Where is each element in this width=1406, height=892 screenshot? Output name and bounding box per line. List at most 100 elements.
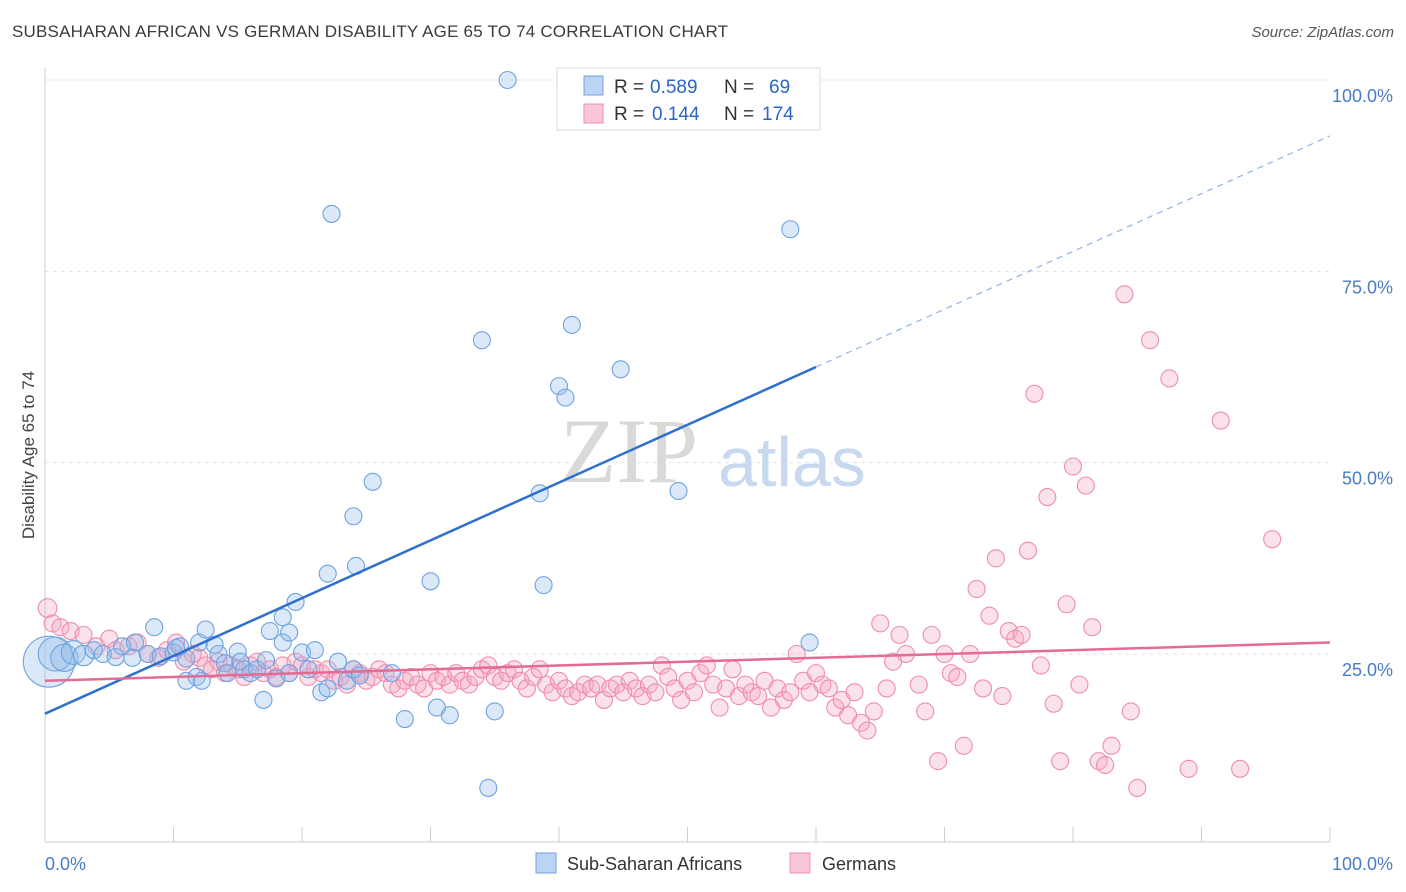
germans-points: [37, 285, 1282, 797]
subsaharan-point: [72, 644, 95, 667]
subsaharan-point: [344, 507, 363, 526]
y-tick-label: 25.0%: [1342, 660, 1393, 680]
german-point: [1141, 331, 1160, 350]
legend-blue-n-label: N =: [724, 77, 754, 98]
subsaharan-point: [781, 220, 800, 239]
german-point: [1076, 476, 1095, 495]
subsaharan-point: [562, 315, 581, 334]
german-point: [389, 679, 408, 698]
german-point: [691, 664, 710, 683]
german-point: [1031, 656, 1050, 675]
y-axis-label: Disability Age 65 to 74: [19, 371, 38, 539]
legend-blue-r-label: R =: [614, 77, 644, 98]
german-point: [479, 656, 498, 675]
subsaharan-point: [328, 652, 348, 671]
subsaharan-point: [395, 710, 414, 729]
german-point: [710, 698, 729, 717]
subsaharan-point: [322, 204, 341, 223]
subsaharan-point: [485, 702, 504, 721]
german-point: [993, 687, 1012, 706]
german-point: [1012, 625, 1031, 644]
german-point: [376, 664, 395, 683]
german-point: [337, 675, 357, 694]
german-point: [1128, 778, 1147, 797]
subsaharan-point: [318, 564, 337, 583]
german-point: [871, 614, 890, 633]
bottom-legend-pink-swatch: [789, 852, 811, 874]
subsaharan-point: [305, 641, 324, 660]
german-point: [517, 679, 536, 698]
subsaharan-point: [669, 481, 688, 501]
german-point: [1263, 530, 1282, 549]
watermark-atlas: atlas: [718, 423, 866, 501]
subsaharan-point: [363, 472, 382, 491]
legend-pink-n-value: 174: [762, 104, 794, 125]
tick-labels: 25.0% 50.0% 75.0% 100.0% 0.0% 100.0%: [45, 86, 1393, 874]
subsaharan-point: [256, 651, 276, 670]
bottom-legend-pink-label: Germans: [822, 854, 896, 874]
subsaharan-point: [196, 620, 215, 639]
german-point: [986, 549, 1005, 568]
subsaharan-point: [254, 690, 273, 709]
german-point: [74, 625, 93, 644]
subsaharan-point: [382, 664, 402, 683]
german-point: [723, 660, 742, 679]
german-point: [646, 683, 665, 702]
bottom-legend-blue-swatch: [535, 852, 557, 874]
source-label: Source: ZipAtlas.com: [1251, 24, 1394, 41]
german-point: [1179, 759, 1198, 778]
legend-pink-swatch: [583, 103, 604, 124]
german-point: [851, 713, 871, 732]
german-point: [877, 679, 896, 698]
german-point: [1051, 752, 1070, 771]
german-point: [749, 687, 768, 706]
subsaharan-point: [611, 360, 630, 379]
trend-lines: [44, 135, 1331, 715]
subsaharan-point: [549, 377, 569, 396]
x-tick-label-start: 0.0%: [45, 854, 86, 874]
german-point: [1231, 759, 1250, 778]
german-point: [549, 671, 569, 690]
subsaharan-trend-line: [44, 365, 817, 715]
subsaharan-point: [123, 648, 142, 667]
german-point: [954, 736, 973, 755]
german-point: [948, 667, 967, 687]
german-point: [929, 752, 948, 771]
german-point: [858, 721, 877, 740]
german-point: [530, 660, 549, 679]
subsaharan-point: [125, 633, 144, 652]
subsaharan-point: [534, 576, 553, 595]
subsaharan-trend-extension: [815, 135, 1331, 368]
subsaharan-point: [556, 388, 575, 407]
subsaharan-point: [273, 608, 292, 627]
german-point: [504, 660, 524, 679]
german-point: [890, 625, 909, 644]
german-point: [1063, 457, 1083, 476]
german-point: [1044, 694, 1063, 713]
german-point: [594, 690, 614, 709]
bottom-legend-blue-label: Sub-Saharan Africans: [567, 854, 742, 874]
german-point: [1115, 285, 1134, 304]
subsaharan-point: [84, 641, 103, 660]
subsaharan-point: [479, 778, 498, 797]
german-point: [909, 675, 928, 694]
y-tick-label: 100.0%: [1332, 86, 1393, 106]
subsaharan-point: [440, 706, 459, 725]
series-legend: Sub-Saharan Africans Germans: [535, 852, 896, 874]
correlation-legend: R = 0.589 N = 69 R = 0.144 N = 174: [556, 67, 821, 131]
chart-title: SUBSAHARAN AFRICAN VS GERMAN DISABILITY …: [12, 22, 729, 41]
legend-blue-r-value: 0.589: [650, 77, 698, 98]
german-point: [659, 667, 678, 687]
subsaharan-point: [145, 618, 164, 637]
german-point: [459, 675, 479, 694]
german-point: [492, 671, 511, 690]
german-point: [1038, 488, 1057, 507]
legend-pink-r-label: R =: [614, 104, 644, 125]
subsaharan-point: [209, 644, 228, 664]
german-point: [980, 606, 999, 625]
subsaharan-point: [273, 633, 292, 652]
german-point: [1083, 618, 1102, 637]
german-point: [697, 656, 716, 675]
grid-lines: [45, 79, 1330, 655]
